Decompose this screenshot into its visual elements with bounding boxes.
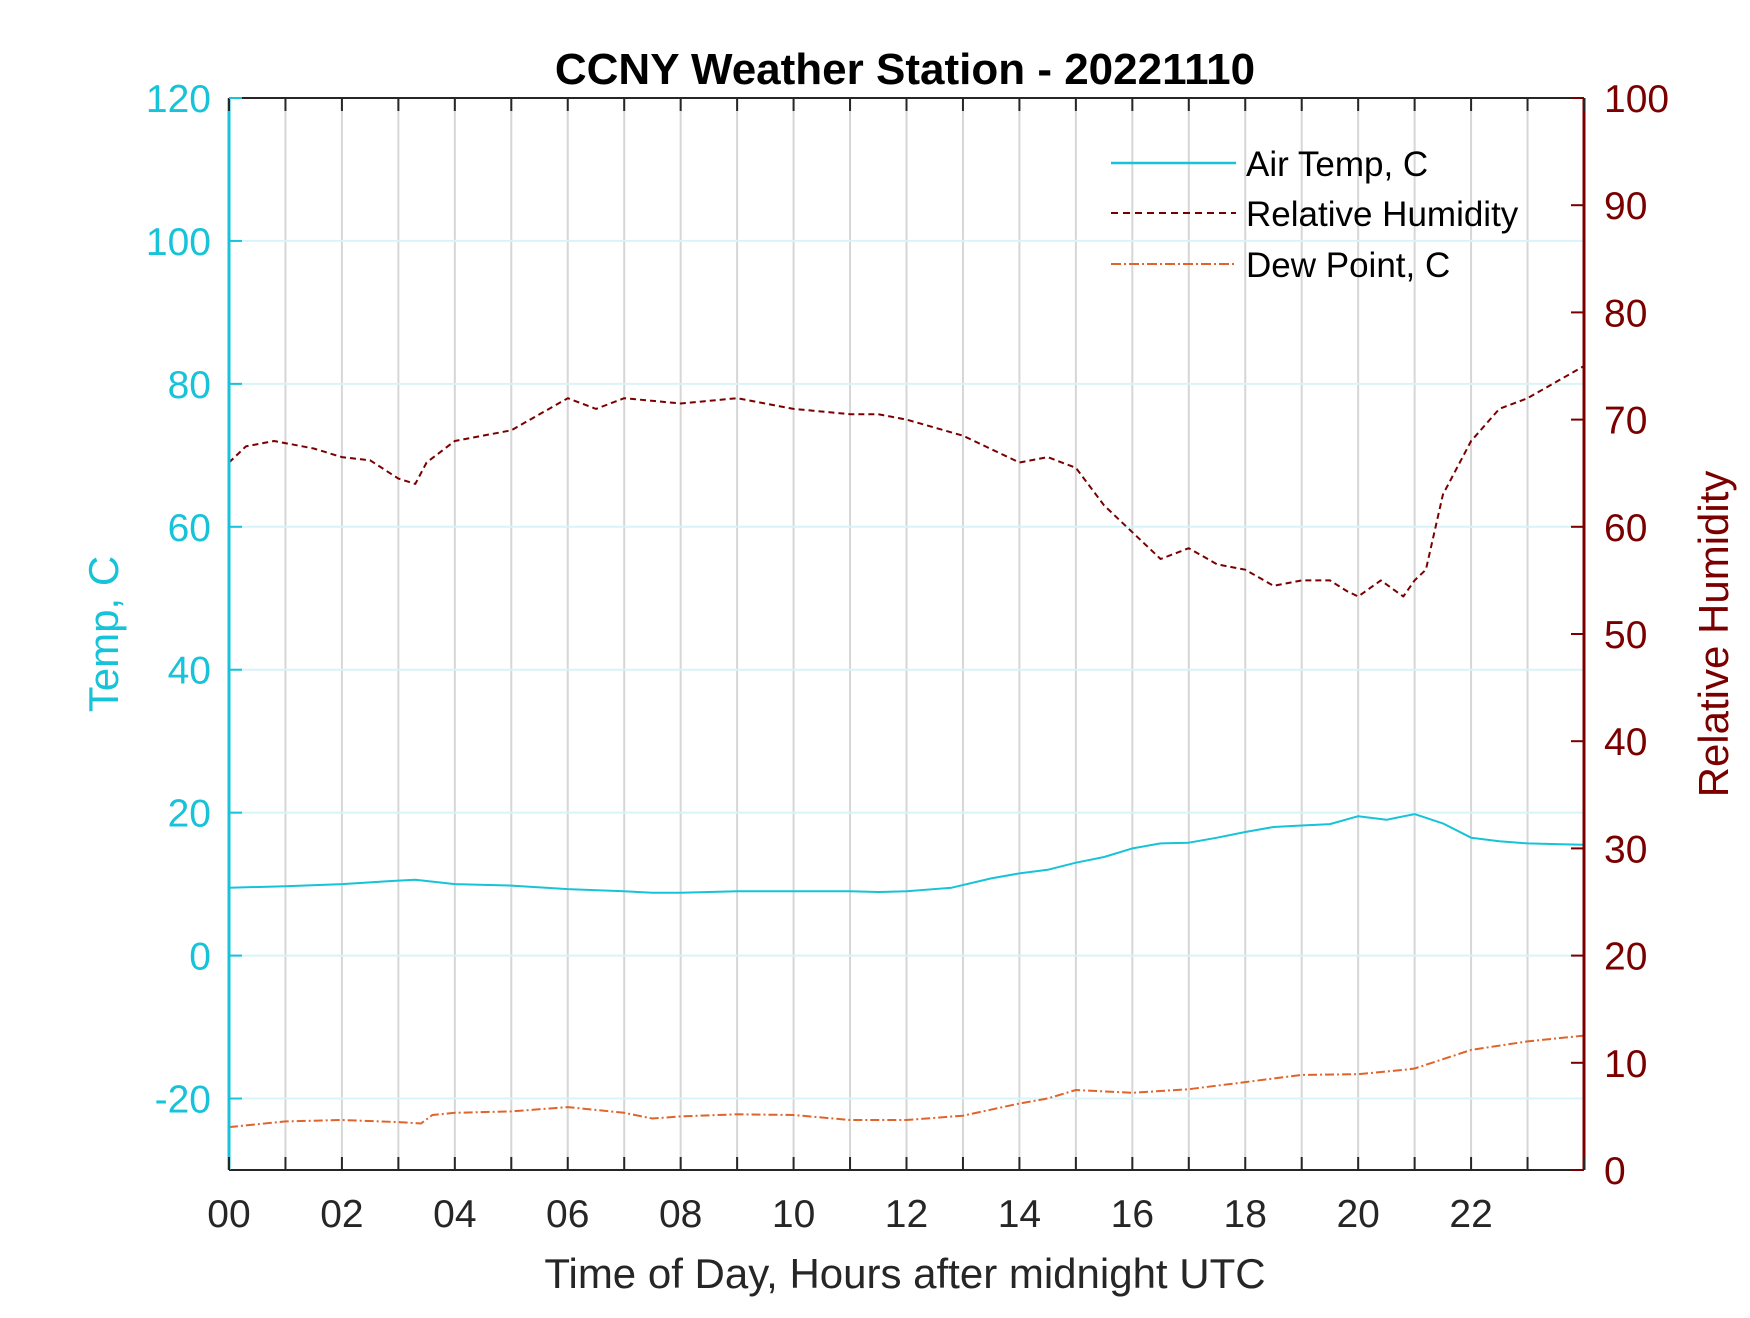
y-left-tick-label: 20 xyxy=(168,793,211,836)
legend-label-air-temp: Air Temp, C xyxy=(1246,145,1428,184)
y-axis-right-label: Relative Humidity xyxy=(1690,471,1737,798)
y-right-tick-label: 10 xyxy=(1604,1043,1647,1086)
x-tick-label: 22 xyxy=(1449,1193,1492,1236)
y-right-tick-label: 80 xyxy=(1604,292,1647,335)
y-right-tick-label: 50 xyxy=(1604,614,1647,657)
y-left-tick-label: 100 xyxy=(146,221,211,264)
x-tick-label: 10 xyxy=(772,1193,815,1236)
x-tick-label: 08 xyxy=(659,1193,702,1236)
y-right-tick-label: 20 xyxy=(1604,936,1647,979)
y-left-tick-label: 80 xyxy=(168,364,211,407)
series-line-dew-point-c xyxy=(228,1034,1585,1129)
x-tick-label: 04 xyxy=(433,1193,476,1236)
y-left-tick-label: -20 xyxy=(155,1079,211,1122)
y-right-tick-label: 40 xyxy=(1604,721,1647,764)
y-left-tick-label: 60 xyxy=(168,507,211,550)
legend-label-dew-point: Dew Point, C xyxy=(1246,246,1450,285)
y-right-tick-label: 90 xyxy=(1604,185,1647,228)
x-tick-label: 00 xyxy=(207,1193,250,1236)
y-left-tick-label: 0 xyxy=(189,936,211,979)
y-right-tick-label: 60 xyxy=(1604,507,1647,550)
axes-layer: 00 02 04 06 08 10 12 14 16 18 20 22-200204060801001… xyxy=(146,78,1669,1236)
y-right-tick-label: 30 xyxy=(1604,828,1647,871)
x-axis-label: Time of Day, Hours after midnight UTC xyxy=(544,1250,1265,1297)
series-line-air-temp-c xyxy=(228,813,1585,894)
chart-title: CCNY Weather Station - 20221110 xyxy=(555,45,1255,94)
y-right-tick-label: 100 xyxy=(1604,78,1669,121)
series-line-relative-humidity xyxy=(228,365,1585,598)
y-left-tick-label: 120 xyxy=(146,78,211,121)
x-tick-label: 14 xyxy=(998,1193,1041,1236)
y-left-tick-label: 40 xyxy=(168,650,211,693)
x-tick-label: 02 xyxy=(320,1193,363,1236)
legend-label-relative-humidity: Relative Humidity xyxy=(1246,195,1519,234)
legend: Air Temp, C Relative Humidity Dew Point,… xyxy=(1111,145,1519,285)
x-tick-label: 18 xyxy=(1224,1193,1267,1236)
x-tick-label: 12 xyxy=(885,1193,928,1236)
series-layer xyxy=(228,365,1585,1129)
grid-layer xyxy=(229,98,1584,1170)
x-tick-label: 16 xyxy=(1111,1193,1154,1236)
x-tick-label: 06 xyxy=(546,1193,589,1236)
y-right-tick-label: 70 xyxy=(1604,400,1647,443)
y-right-tick-label: 0 xyxy=(1604,1150,1626,1193)
y-axis-left-label: Temp, C xyxy=(80,556,127,712)
x-tick-label: 20 xyxy=(1336,1193,1379,1236)
